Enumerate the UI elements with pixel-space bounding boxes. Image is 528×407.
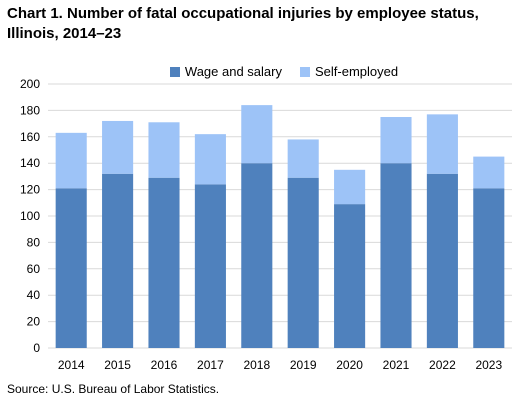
chart-title: Chart 1. Number of fatal occupational in… — [7, 5, 479, 42]
bars — [55, 105, 505, 348]
y-tick-label-100: 100 — [20, 209, 40, 223]
bar-wage-and-salary-2022 — [426, 173, 458, 348]
y-axis-tick-labels: 0 20 40 60 80 100 120 140 160 180 200 — [20, 77, 40, 355]
chart-legend: Wage and salary Self-employed — [0, 64, 528, 79]
bar-wage-and-salary-2023 — [473, 188, 505, 348]
y-tick-label-40: 40 — [27, 288, 41, 302]
y-tick-label-60: 60 — [27, 262, 41, 276]
bar-wage-and-salary-2021 — [380, 163, 412, 348]
bar-wage-and-salary-2014 — [55, 188, 87, 348]
y-tick-label-200: 200 — [20, 77, 40, 91]
y-tick-label-120: 120 — [20, 183, 40, 197]
x-tick-label-2018: 2018 — [243, 358, 270, 372]
bar-self-employed-2018 — [241, 105, 273, 164]
x-tick-label-2017: 2017 — [197, 358, 224, 372]
x-tick-label-2021: 2021 — [383, 358, 410, 372]
bar-self-employed-2021 — [380, 117, 412, 164]
legend-item-wage-and-salary: Wage and salary — [169, 64, 282, 79]
bar-self-employed-2023 — [473, 156, 505, 189]
bar-self-employed-2019 — [287, 139, 319, 178]
x-tick-label-2019: 2019 — [290, 358, 317, 372]
legend-label-self-employed: Self-employed — [314, 64, 399, 79]
y-tick-label-180: 180 — [20, 103, 40, 117]
bar-wage-and-salary-2017 — [194, 184, 226, 348]
bar-wage-and-salary-2019 — [287, 177, 319, 348]
x-axis-tick-labels: 2014 2015 2016 2017 2018 2019 2020 2021 2022 2023 — [58, 358, 503, 372]
y-tick-label-80: 80 — [27, 235, 41, 249]
x-tick-label-2022: 2022 — [429, 358, 456, 372]
bar-self-employed-2020 — [334, 169, 366, 205]
x-tick-label-2020: 2020 — [336, 358, 363, 372]
bar-wage-and-salary-2016 — [148, 177, 180, 348]
bar-self-employed-2015 — [102, 120, 134, 174]
bar-self-employed-2014 — [55, 132, 87, 189]
x-tick-label-2023: 2023 — [475, 358, 502, 372]
legend-label-wage-and-salary: Wage and salary — [184, 64, 282, 79]
x-tick-label-2016: 2016 — [151, 358, 178, 372]
bar-wage-and-salary-2018 — [241, 163, 273, 348]
y-tick-label-140: 140 — [20, 156, 40, 170]
bar-self-employed-2022 — [426, 114, 458, 174]
bar-self-employed-2016 — [148, 122, 180, 178]
legend-swatch-wage-and-salary — [169, 66, 180, 77]
x-tick-label-2014: 2014 — [58, 358, 85, 372]
x-tick-label-2015: 2015 — [104, 358, 131, 372]
bar-self-employed-2017 — [194, 134, 226, 185]
bar-wage-and-salary-2015 — [102, 173, 134, 348]
y-tick-label-20: 20 — [27, 315, 41, 329]
legend-swatch-self-employed — [299, 66, 310, 77]
bar-wage-and-salary-2020 — [334, 204, 366, 348]
y-tick-label-0: 0 — [33, 341, 40, 355]
source-note: Source: U.S. Bureau of Labor Statistics. — [7, 382, 220, 396]
legend-item-self-employed: Self-employed — [299, 64, 399, 79]
y-tick-label-160: 160 — [20, 130, 40, 144]
